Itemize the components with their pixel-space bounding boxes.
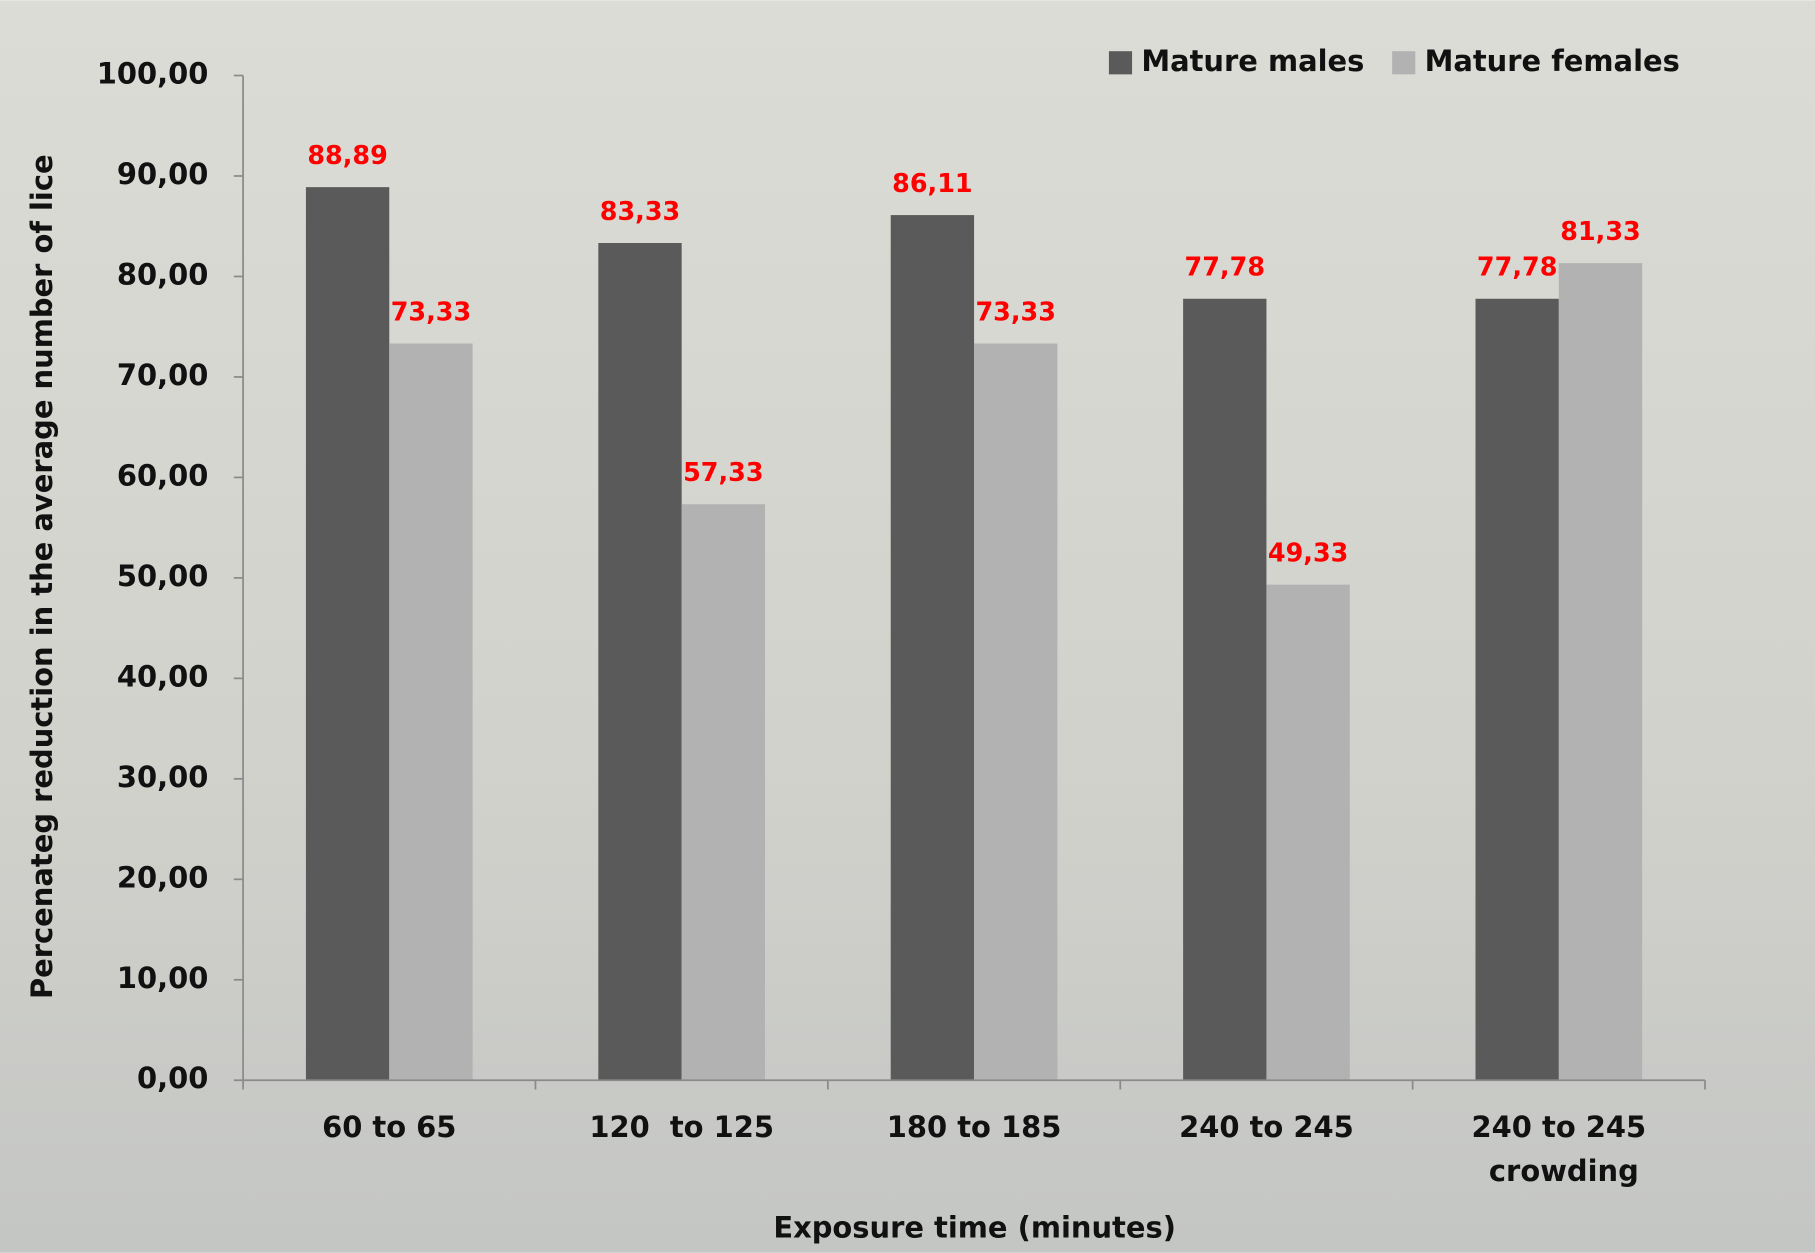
- value-label: 83,33: [600, 197, 681, 227]
- legend-label: Mature females: [1425, 44, 1680, 78]
- y-axis-title: Percenateg reduction in the average numb…: [25, 154, 59, 999]
- y-tick-label: 20,00: [117, 860, 208, 894]
- value-label: 77,78: [1477, 253, 1558, 283]
- x-axis-title: Exposure time (minutes): [773, 1211, 1176, 1245]
- value-label: 57,33: [683, 458, 764, 488]
- bar: [974, 343, 1058, 1081]
- y-tick-label: 80,00: [117, 257, 208, 291]
- y-tick-label: 60,00: [117, 458, 208, 492]
- y-tick-label: 90,00: [117, 157, 208, 191]
- x-tick-label: 60 to 65: [322, 1110, 456, 1144]
- legend-swatch: [1392, 51, 1416, 75]
- y-tick-label: 30,00: [117, 760, 208, 794]
- bar: [1558, 263, 1643, 1081]
- value-label: 49,33: [1268, 539, 1349, 569]
- x-tick-label: 240 to 245: [1179, 1110, 1354, 1144]
- bar: [598, 243, 682, 1081]
- bar: [305, 187, 390, 1081]
- y-tick-label: 40,00: [117, 659, 208, 693]
- y-tick-label: 100,00: [97, 57, 209, 91]
- y-tick-label: 50,00: [117, 559, 208, 593]
- x-tick-label: 120 to 125: [589, 1110, 774, 1144]
- bar: [389, 343, 473, 1081]
- bar: [890, 215, 975, 1081]
- value-label: 73,33: [975, 297, 1056, 327]
- value-label: 88,89: [307, 141, 388, 171]
- value-label: 86,11: [892, 169, 973, 199]
- y-tick-label: 70,00: [117, 358, 208, 392]
- bar: [1266, 584, 1350, 1081]
- value-label: 81,33: [1560, 217, 1641, 247]
- y-tick-label: 10,00: [117, 961, 208, 995]
- value-label: 77,78: [1185, 253, 1266, 283]
- bar: [1183, 298, 1267, 1081]
- y-tick-label: 0,00: [137, 1061, 208, 1095]
- x-tick-label: 240 to 245 crowding: [1472, 1110, 1647, 1188]
- bar: [681, 504, 766, 1081]
- bar: [1475, 298, 1559, 1081]
- legend-label: Mature males: [1141, 44, 1364, 78]
- legend-swatch: [1108, 51, 1133, 75]
- x-tick-label: 180 to 185: [887, 1110, 1062, 1144]
- value-label: 73,33: [391, 297, 472, 327]
